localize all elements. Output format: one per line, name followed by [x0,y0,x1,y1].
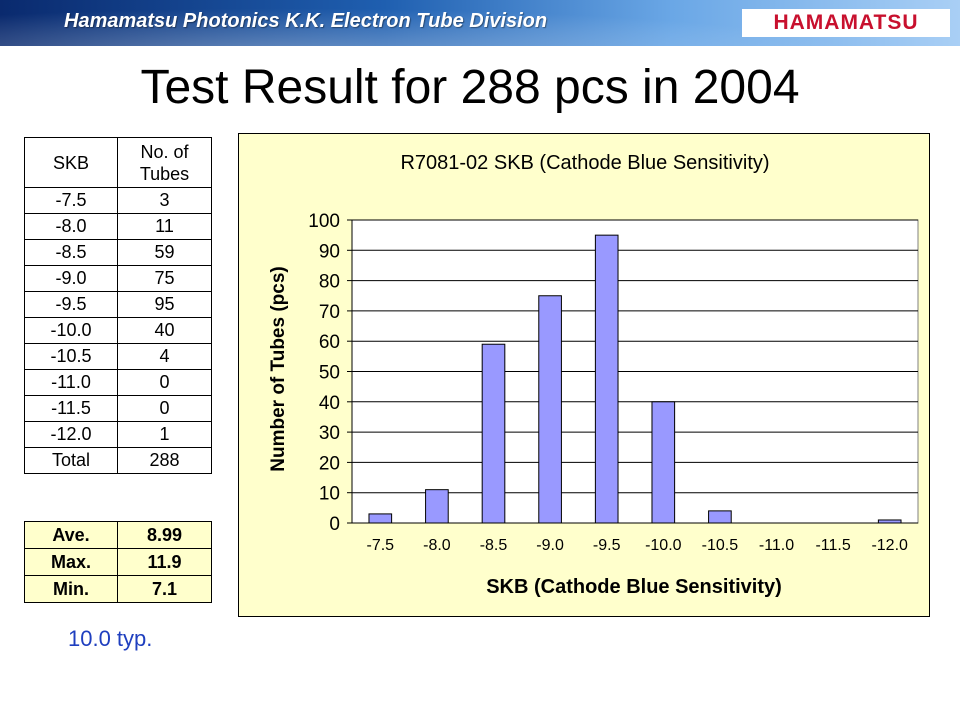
y-tick-label: 80 [319,272,340,293]
total-label: Total [24,447,118,474]
bar [651,401,676,524]
table-row: -7.5 3 [24,187,212,214]
skb-cell: -10.5 [24,343,118,370]
skb-cell: -11.5 [24,395,118,422]
header-count: No. of Tubes [117,137,212,188]
distribution-table: SKB No. of Tubes -7.5 3 -8.0 11 -8.5 59 -9.… [24,137,212,474]
table-row: -12.0 1 [24,421,212,448]
table-row: -11.0 0 [24,369,212,396]
total-value: 288 [117,447,212,474]
stats-value: 8.99 [117,521,212,549]
x-tick-label: -9.0 [536,537,564,554]
skb-cell: -9.0 [24,265,118,292]
x-tick-label: -9.5 [593,537,621,554]
x-tick-label: -8.0 [423,537,451,554]
count-cell: 40 [117,317,212,344]
y-tick-label: 20 [319,453,340,474]
y-tick-label: 70 [319,302,340,323]
stats-label: Max. [24,548,118,576]
x-tick-label: -11.5 [815,537,850,554]
x-axis-label: SKB (Cathode Blue Sensitivity) [486,576,782,598]
chart-title: R7081-02 SKB (Cathode Blue Sensitivity) [400,152,769,174]
x-tick-label: -12.0 [871,537,908,554]
skb-cell: -8.5 [24,239,118,266]
stats-row: Ave. 8.99 [24,521,212,549]
stats-value: 7.1 [117,575,212,603]
bar [708,510,732,524]
count-cell: 0 [117,369,212,396]
skb-histogram-chart: R7081-02 SKB (Cathode Blue Sensitivity) … [268,152,919,598]
stats-label: Min. [24,575,118,603]
skb-cell: -10.0 [24,317,118,344]
skb-cell: -11.0 [24,369,118,396]
skb-cell: -7.5 [24,187,118,214]
table-row: -9.0 75 [24,265,212,292]
header-skb: SKB [24,137,118,188]
header-count-line2: Tubes [139,163,190,184]
slide-title: Test Result for 288 pcs in 2004 [140,61,800,114]
typical-value-note: 10.0 typ. [68,626,153,651]
count-cell: 11 [117,213,212,240]
bar [481,343,506,524]
x-tick-label: -10.5 [702,537,739,554]
count-cell: 59 [117,239,212,266]
count-cell: 1 [117,421,212,448]
count-cell: 95 [117,291,212,318]
count-cell: 4 [117,343,212,370]
y-tick-label: 0 [329,514,340,535]
table-total-row: Total 288 [24,447,212,474]
skb-cell: -12.0 [24,421,118,448]
chart-container: R7081-02 SKB (Cathode Blue Sensitivity) … [238,133,930,617]
y-tick-label: 10 [319,484,340,505]
y-axis-label: Number of Tubes (pcs) [268,266,289,472]
x-tick-label: -11.0 [759,537,794,554]
y-tick-label: 60 [319,332,340,353]
table-row: -11.5 0 [24,395,212,422]
table-row: -9.5 95 [24,291,212,318]
logo-text: HAMAMATSU [773,11,919,34]
y-tick-label: 40 [319,393,340,414]
stats-value: 11.9 [117,548,212,576]
division-title: Hamamatsu Photonics K.K. Electron Tube D… [64,10,548,32]
stats-table: Ave. 8.99 Max. 11.9 Min. 7.1 [24,521,212,603]
x-tick-label: -8.5 [480,537,508,554]
x-tick-label: -10.0 [645,537,682,554]
table-header-row: SKB No. of Tubes [24,137,212,188]
count-cell: 75 [117,265,212,292]
header-count-line1: No. of [140,141,189,162]
x-tick-label: -7.5 [367,537,395,554]
table-row: -8.5 59 [24,239,212,266]
stats-label: Ave. [24,521,118,549]
y-tick-label: 30 [319,423,340,444]
stats-row: Min. 7.1 [24,575,212,603]
y-tick-label: 100 [308,211,340,232]
table-row: -8.0 11 [24,213,212,240]
y-tick-label: 90 [319,241,340,262]
hamamatsu-logo: HAMAMATSU [742,9,950,37]
count-cell: 3 [117,187,212,214]
bar [425,489,449,524]
bar [594,234,619,524]
skb-cell: -8.0 [24,213,118,240]
count-cell: 0 [117,395,212,422]
table-row: -10.5 4 [24,343,212,370]
y-tick-label: 50 [319,363,340,384]
skb-cell: -9.5 [24,291,118,318]
stats-row: Max. 11.9 [24,548,212,576]
table-row: -10.0 40 [24,317,212,344]
bar [368,513,393,524]
bar [538,295,562,524]
